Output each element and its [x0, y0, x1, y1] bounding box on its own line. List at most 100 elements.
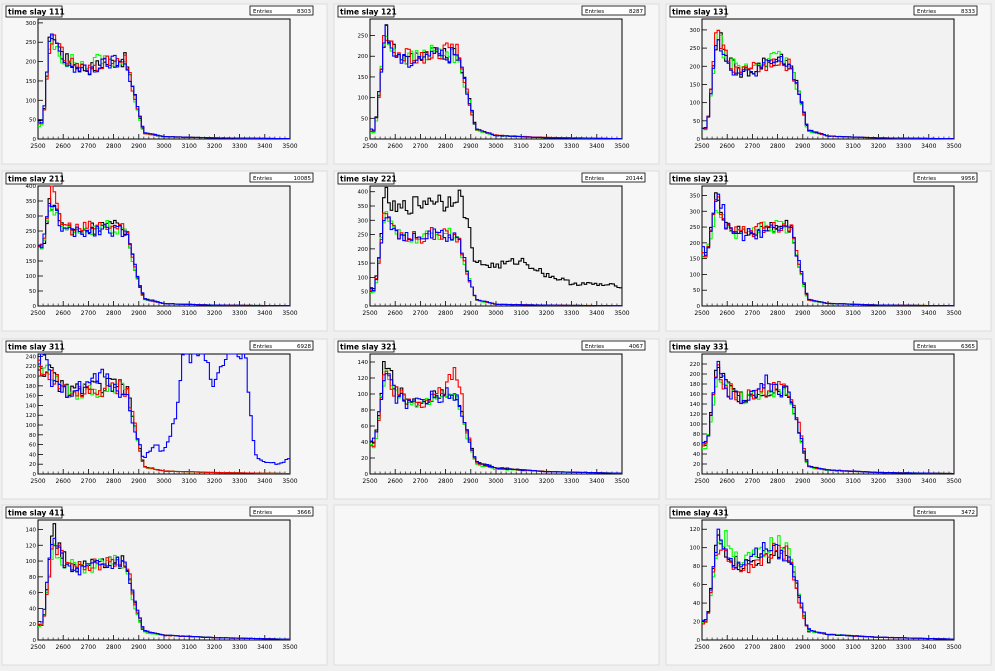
y-tick-label: 150 [690, 257, 701, 263]
x-tick-label: 2800 [106, 310, 121, 317]
x-tick-label: 2500 [30, 644, 45, 651]
plot-area [369, 185, 623, 307]
y-tick-label: 250 [358, 233, 369, 239]
y-tick-label: 100 [358, 392, 369, 398]
y-tick-label: 50 [361, 290, 368, 296]
stats-value: 8303 [297, 9, 311, 15]
x-tick-label: 2700 [745, 478, 760, 485]
x-tick-label: 2700 [413, 143, 428, 150]
stats-box: Entries 6928 [249, 340, 314, 351]
stats-box-frame [913, 340, 978, 351]
x-tick-label: 2700 [81, 143, 96, 150]
x-tick-label: 2900 [795, 310, 810, 317]
x-tick-label: 2800 [438, 478, 453, 485]
x-tick-label: 2700 [745, 310, 760, 317]
x-tick-label: 3200 [871, 143, 886, 150]
x-tick-label: 2900 [463, 478, 478, 485]
x-tick-label: 2600 [720, 644, 735, 651]
x-tick-label: 3200 [207, 644, 222, 651]
y-tick-label: 300 [26, 21, 37, 27]
x-tick-label: 3000 [488, 310, 503, 317]
y-tick-label: 150 [26, 79, 37, 85]
y-tick-label: 0 [33, 638, 37, 644]
x-tick-label: 2500 [694, 143, 709, 150]
plot-area [701, 18, 955, 140]
y-tick-label: 150 [358, 75, 369, 81]
y-tick-label: 0 [697, 304, 701, 310]
x-tick-label: 3000 [488, 143, 503, 150]
x-tick-label: 3200 [539, 143, 554, 150]
title-box [5, 506, 63, 519]
series-red-line [38, 359, 290, 475]
histogram-title: time slay 121 [337, 5, 397, 18]
title-text: time slay 131 [672, 8, 729, 17]
x-tick-label: 2800 [770, 143, 785, 150]
stats-box-frame [581, 172, 646, 183]
x-tick-label: 3500 [614, 478, 629, 485]
x-tick-label: 2600 [720, 310, 735, 317]
stats-label: Entries [917, 510, 936, 516]
x-tick-label: 3500 [282, 310, 297, 317]
title-text: time slay 121 [340, 8, 397, 17]
y-tick-label: 80 [29, 433, 36, 439]
x-tick-label: 3000 [156, 143, 171, 150]
series-blue-line [38, 353, 290, 465]
x-tick-label: 3100 [846, 143, 861, 150]
x-tick-label: 2600 [388, 478, 403, 485]
x-tick-label: 3300 [564, 310, 579, 317]
y-tick-label: 200 [26, 244, 37, 250]
y-tick-label: 250 [26, 40, 37, 46]
plot-area [701, 519, 955, 641]
y-tick-label: 50 [29, 289, 36, 295]
y-tick-label: 0 [697, 137, 701, 143]
title-text: time slay 111 [8, 8, 65, 17]
x-tick-label: 3400 [921, 478, 936, 485]
y-tick-label: 150 [358, 261, 369, 267]
x-tick-label: 2500 [30, 143, 45, 150]
x-tick-label: 2500 [362, 478, 377, 485]
x-tick-label: 3000 [488, 478, 503, 485]
series-blue-line [702, 39, 954, 140]
series-black-line [370, 186, 622, 290]
y-tick-label: 100 [358, 275, 369, 281]
histogram-title: time slay 221 [337, 172, 397, 185]
x-tick-label: 3100 [846, 644, 861, 651]
y-tick-label: 80 [29, 575, 36, 581]
x-tick-label: 2900 [463, 310, 478, 317]
y-tick-label: 150 [690, 82, 701, 88]
stats-box-frame [249, 172, 314, 183]
x-tick-label: 2800 [106, 478, 121, 485]
x-tick-label: 2900 [131, 478, 146, 485]
x-tick-label: 3400 [921, 143, 936, 150]
x-tick-label: 3300 [232, 478, 247, 485]
x-tick-label: 3100 [846, 310, 861, 317]
y-tick-label: 120 [690, 412, 701, 418]
x-tick-label: 3300 [232, 644, 247, 651]
stats-label: Entries [253, 9, 272, 15]
plot-area [37, 185, 291, 307]
series-blue-line [702, 360, 954, 475]
histogram-title: time slay 131 [669, 5, 729, 18]
y-tick-label: 300 [690, 28, 701, 34]
y-tick-label: 20 [29, 622, 36, 628]
y-tick-label: 400 [26, 184, 37, 190]
x-tick-label: 3300 [896, 310, 911, 317]
stats-box: Entries 3472 [913, 506, 978, 517]
stats-value: 8333 [961, 9, 975, 15]
y-tick-label: 200 [690, 64, 701, 70]
title-text: time slay 321 [340, 343, 397, 352]
x-tick-label: 3400 [257, 478, 272, 485]
y-tick-label: 350 [358, 204, 369, 210]
y-tick-label: 60 [361, 424, 368, 430]
y-tick-label: 400 [358, 190, 369, 196]
y-tick-label: 40 [29, 606, 36, 612]
y-tick-label: 200 [358, 54, 369, 60]
y-tick-label: 100 [26, 559, 37, 565]
series-blue-line [370, 373, 622, 474]
y-tick-label: 60 [693, 442, 700, 448]
stats-box: Entries 20144 [581, 172, 646, 183]
stats-box-frame [249, 506, 314, 517]
series-blue-line [370, 216, 622, 307]
